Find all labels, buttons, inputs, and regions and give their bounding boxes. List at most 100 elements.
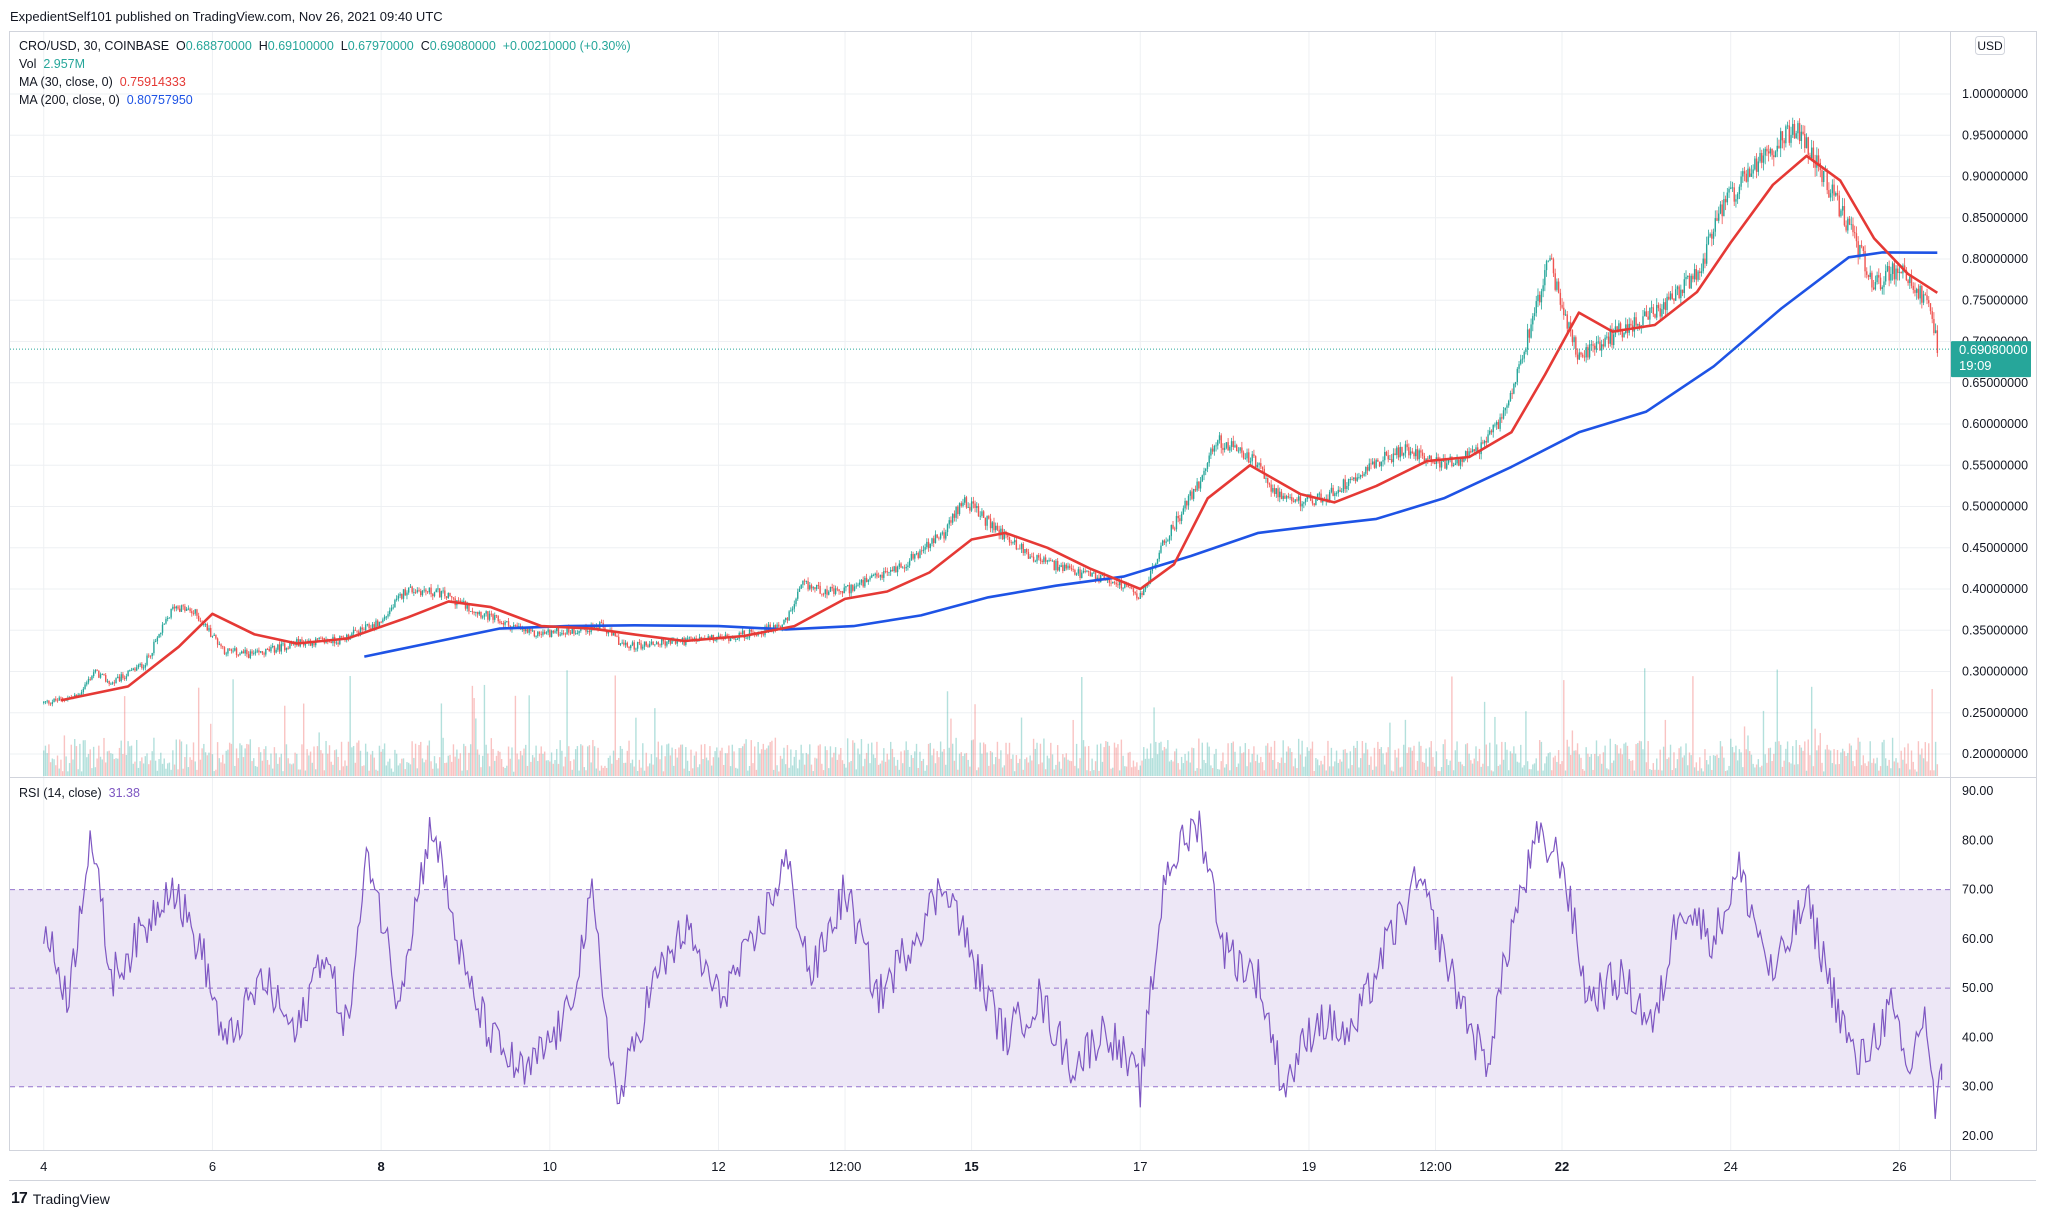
candle-body bbox=[964, 497, 966, 503]
volume-bar bbox=[1392, 771, 1395, 776]
volume-bar bbox=[163, 758, 165, 776]
candle-body bbox=[876, 573, 878, 577]
candle-body bbox=[1600, 344, 1603, 351]
volume-bar bbox=[502, 766, 505, 776]
volume-bar bbox=[815, 758, 818, 776]
rsi-line bbox=[43, 810, 1943, 1119]
candle-body bbox=[1077, 569, 1080, 574]
candle-body bbox=[1483, 440, 1486, 444]
volume-bar bbox=[1353, 745, 1355, 776]
volume-bar bbox=[1103, 747, 1105, 776]
candle-body bbox=[352, 629, 355, 634]
volume-bar bbox=[347, 741, 350, 776]
candle-body bbox=[1251, 454, 1253, 462]
time-tick-label: 24 bbox=[1723, 1159, 1737, 1174]
candle-body bbox=[1797, 123, 1799, 134]
volume-bar bbox=[998, 758, 1000, 776]
candle-body bbox=[1690, 275, 1692, 289]
volume-bar bbox=[1718, 757, 1720, 776]
volume-bar bbox=[177, 769, 179, 776]
candle-body bbox=[225, 653, 227, 655]
volume-bar bbox=[1115, 747, 1117, 776]
tradingview-footer[interactable]: 17 TradingView bbox=[11, 1190, 110, 1208]
volume-bar bbox=[428, 740, 431, 776]
candle-body bbox=[1912, 285, 1914, 290]
volume-bar bbox=[1366, 749, 1369, 776]
candle-body bbox=[1075, 573, 1078, 575]
candle-body bbox=[321, 637, 324, 639]
volume-bar bbox=[1742, 767, 1744, 776]
candle-body bbox=[79, 694, 81, 696]
candle-body bbox=[1501, 417, 1503, 419]
bar-countdown: 19:09 bbox=[1959, 358, 1992, 373]
volume-bar bbox=[270, 753, 272, 776]
candle-body bbox=[1876, 275, 1878, 283]
candle-body bbox=[230, 649, 233, 651]
volume-bar bbox=[1174, 751, 1176, 776]
volume-bar bbox=[154, 760, 157, 776]
ma30-legend[interactable]: MA (30, close, 0) 0.75914333 bbox=[19, 75, 186, 89]
volume-bar bbox=[346, 765, 348, 776]
volume-bar bbox=[480, 767, 482, 776]
volume-bar bbox=[877, 764, 880, 776]
candle-body bbox=[440, 591, 443, 598]
volume-bar bbox=[697, 767, 699, 776]
candle-body bbox=[927, 541, 930, 549]
candle-body bbox=[1759, 153, 1761, 162]
candle-body bbox=[1275, 488, 1278, 495]
candle-body bbox=[402, 589, 405, 599]
volume-legend[interactable]: Vol 2.957M bbox=[19, 57, 85, 71]
candle-body bbox=[1091, 572, 1093, 577]
ma200-legend[interactable]: MA (200, close, 0) 0.80757950 bbox=[19, 93, 193, 107]
volume-bar bbox=[1826, 744, 1828, 776]
volume-bar bbox=[58, 768, 60, 776]
candle-body bbox=[1761, 153, 1763, 163]
volume-bar bbox=[1291, 751, 1293, 776]
volume-bar bbox=[313, 746, 315, 776]
volume-bar bbox=[1867, 761, 1870, 776]
candle-body bbox=[74, 694, 76, 697]
volume-bar bbox=[284, 705, 286, 776]
volume-bar bbox=[972, 739, 975, 776]
candle-body bbox=[1730, 187, 1732, 189]
volume-bar bbox=[1477, 761, 1479, 776]
candle-body bbox=[981, 511, 983, 516]
candle-body bbox=[1740, 176, 1742, 187]
candle-body bbox=[802, 580, 804, 585]
volume-bar bbox=[587, 746, 589, 776]
volume-bar bbox=[499, 751, 501, 776]
volume-bar bbox=[1222, 752, 1224, 776]
candle-body bbox=[1678, 286, 1680, 299]
symbol-legend[interactable]: CRO/USD, 30, COINBASE O0.68870000 H0.691… bbox=[19, 39, 631, 53]
candle-body bbox=[1532, 316, 1534, 325]
candle-body bbox=[222, 646, 224, 648]
volume-bar bbox=[1063, 757, 1066, 776]
volume-bar bbox=[772, 769, 775, 776]
price-tick-label: 0.30000000 bbox=[1962, 665, 2028, 679]
candle-body bbox=[1048, 560, 1050, 562]
volume-bar bbox=[1475, 746, 1477, 776]
volume-bar bbox=[1251, 753, 1253, 776]
candle-body bbox=[482, 616, 484, 618]
volume-bar bbox=[1755, 764, 1758, 776]
volume-bar bbox=[1428, 747, 1431, 776]
volume-bar bbox=[340, 741, 343, 776]
rsi-legend[interactable]: RSI (14, close) 31.38 bbox=[19, 786, 140, 800]
close-value: 0.69080000 bbox=[429, 39, 496, 53]
volume-bar bbox=[268, 764, 270, 776]
volume-bar bbox=[432, 768, 434, 776]
candle-body bbox=[676, 640, 678, 644]
volume-bar bbox=[1452, 770, 1455, 776]
candle-body bbox=[1731, 187, 1734, 189]
volume-bar bbox=[192, 742, 195, 776]
currency-button[interactable]: USD bbox=[1975, 36, 2005, 55]
candle-body bbox=[874, 573, 876, 576]
candle-body bbox=[1387, 455, 1389, 460]
candle-body bbox=[197, 615, 200, 621]
candle-body bbox=[647, 645, 649, 647]
volume-bar bbox=[1489, 742, 1491, 776]
candle-body bbox=[1311, 500, 1314, 504]
candle-body bbox=[1482, 442, 1484, 444]
candle-body bbox=[1108, 578, 1111, 583]
